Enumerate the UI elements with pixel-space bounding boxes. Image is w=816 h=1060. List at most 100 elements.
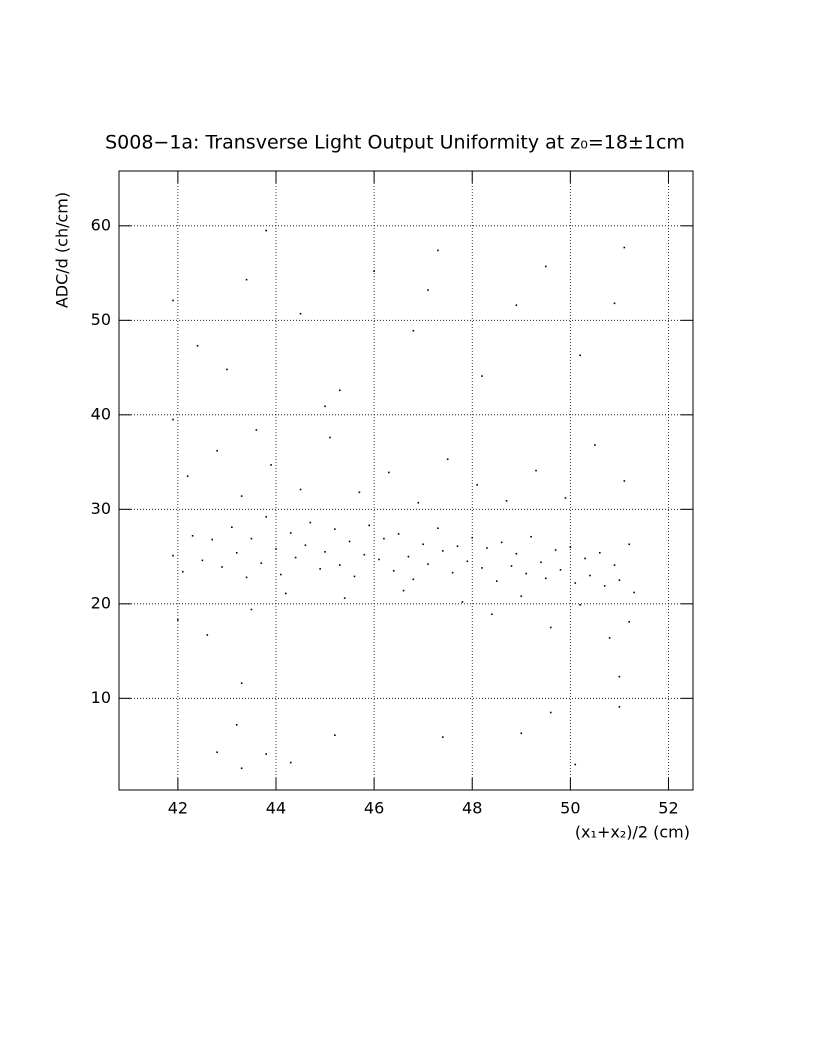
point [545,265,547,268]
point [584,557,586,560]
point [289,761,292,764]
point [172,418,174,421]
point [265,753,267,755]
point [574,763,577,766]
point [515,304,518,306]
point [319,568,321,570]
point [211,538,214,541]
plot-frame [118,170,694,791]
point [505,500,508,502]
point [598,551,601,554]
point [466,560,469,563]
point [334,734,336,736]
x-axis-label: (x₁+x₂)/2 (cm) [575,823,690,842]
point [535,469,537,472]
point [574,582,577,584]
point [407,555,410,558]
point [363,553,366,556]
point [250,608,253,611]
point [329,436,331,439]
point [221,566,223,568]
point [613,564,616,566]
point [594,444,596,446]
point [628,543,631,546]
point [289,532,292,534]
point [481,375,483,377]
point [270,464,272,466]
point [618,579,621,582]
point [481,567,483,569]
point [383,537,385,540]
point [392,569,395,572]
x-tick-label: 50 [560,799,580,818]
point [378,558,380,561]
point [186,475,189,478]
point [451,571,454,574]
point [338,564,341,566]
point [191,534,194,537]
point [285,592,287,595]
point [510,565,513,567]
point [397,533,400,535]
point [216,751,218,753]
point [240,682,243,685]
x-tick-label: 46 [364,799,384,818]
point [294,556,297,559]
point [486,547,488,549]
point [255,429,258,431]
y-tick-label: 40 [91,404,111,423]
point [623,246,626,249]
point [441,736,444,738]
point [181,570,184,573]
point [402,589,405,592]
point [250,537,253,540]
point [579,603,581,606]
point [235,723,238,726]
point [623,480,626,482]
point [554,549,557,551]
point [216,449,218,452]
point [412,329,415,332]
point [196,345,199,347]
y-tick-label: 60 [91,215,111,234]
point [589,574,591,577]
point [324,405,326,408]
y-axis-label: ADC/d (ch/cm) [53,192,72,308]
point [280,573,282,576]
point [618,706,621,708]
chart-title: S008−1a: Transverse Light Output Uniform… [105,132,685,154]
point [343,597,346,599]
point [235,551,238,554]
x-tick-label: 52 [658,799,678,818]
point [471,536,474,539]
point [545,577,547,580]
point [456,545,459,547]
point [500,541,503,544]
point [461,601,464,603]
point [348,540,351,543]
point [530,535,532,538]
point [559,569,562,571]
point [201,559,204,562]
point [304,544,307,547]
point [495,580,498,582]
point [309,521,312,524]
point [324,551,326,553]
point [608,637,611,639]
point [412,578,415,581]
y-tick-label: 20 [91,593,111,612]
point [633,591,635,594]
point [520,595,523,598]
point [260,562,263,564]
point [427,289,429,291]
point [240,767,243,770]
point [388,471,390,474]
point [245,576,248,579]
point [299,488,302,491]
point [569,546,572,548]
point [437,249,439,252]
point [172,554,174,557]
point [603,585,606,587]
point [427,563,429,565]
